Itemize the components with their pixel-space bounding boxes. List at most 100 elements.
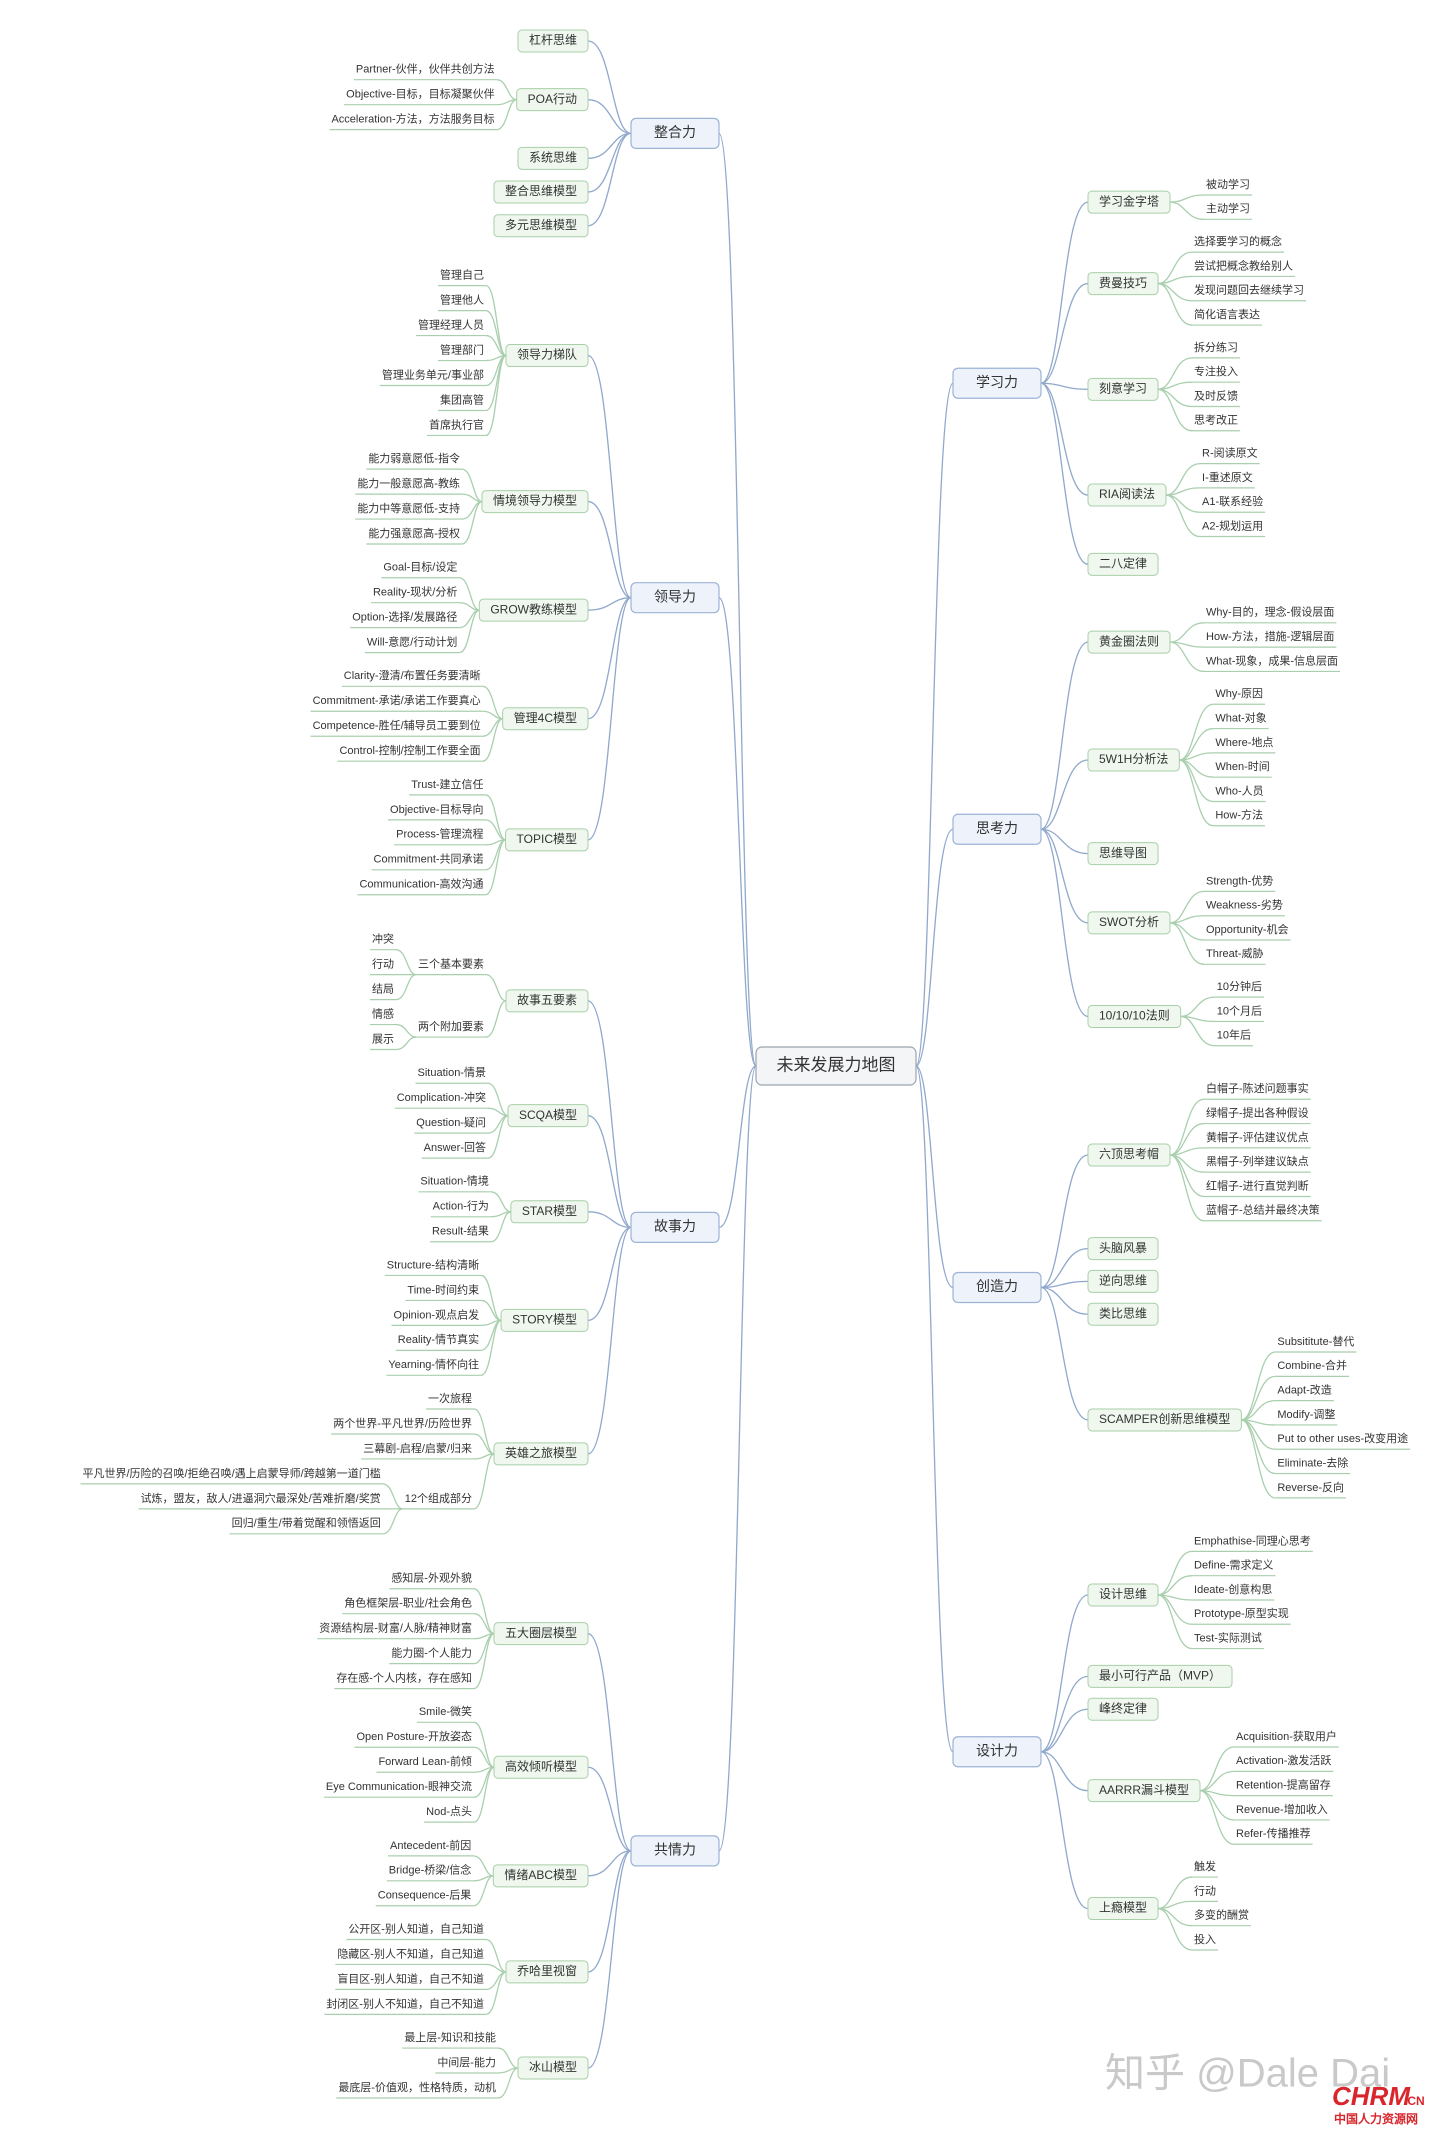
leaf-label: Situation-情景 (418, 1066, 486, 1079)
connector (485, 839, 506, 896)
topic-box (1087, 630, 1171, 654)
leaf-label: When-时间 (1215, 760, 1269, 773)
connector (473, 1433, 495, 1455)
leaf-label: Adapt-改造 (1277, 1383, 1331, 1397)
connector (1169, 1098, 1205, 1156)
branch-label: 领导力 (654, 588, 696, 604)
connector (1157, 1907, 1193, 1951)
connector (915, 1065, 954, 1753)
leaf-label: 蓝帽子-总结并最终决策 (1206, 1203, 1320, 1217)
connector (1180, 996, 1215, 1018)
connector (1241, 1400, 1276, 1421)
leaf-label: Define-需求定义 (1194, 1558, 1273, 1572)
leaf-label: Yearning-情怀向往 (388, 1357, 479, 1371)
leaf-label: 能力中等意愿低-支持 (357, 501, 460, 515)
connector (1040, 1286, 1089, 1315)
connector (1040, 1154, 1089, 1289)
connector (473, 1633, 495, 1690)
leaf-label: Goal-目标/设定 (383, 560, 457, 574)
connector (382, 1508, 403, 1535)
connector (1169, 1122, 1205, 1156)
connector (1179, 703, 1214, 761)
topic-box (1087, 911, 1171, 935)
topic-label: SCAMPER创新思维模型 (1099, 1411, 1230, 1426)
topic-box (1087, 1697, 1159, 1721)
connector (1040, 282, 1089, 384)
connector (1169, 201, 1205, 220)
topic-label: 思维导图 (1099, 846, 1147, 860)
connector (718, 132, 757, 1067)
connector (587, 597, 632, 611)
connector (480, 1274, 502, 1322)
topic-box (1087, 1408, 1242, 1432)
connector (473, 1453, 495, 1460)
leaf-label: Acquisition-获取用户 (1236, 1729, 1337, 1743)
leaf-label: Nod-点头 (426, 1805, 472, 1818)
leaf-label: 存在感-个人内核，存在感知 (336, 1671, 472, 1685)
topic-label: 费曼技巧 (1099, 276, 1147, 290)
leaf-label: Process-管理流程 (396, 827, 483, 841)
topic-box (1087, 1583, 1159, 1607)
connector (473, 1588, 495, 1635)
connector (1170, 194, 1205, 203)
branch-box (630, 1211, 720, 1243)
leaf-label: Forward Lean-前倾 (378, 1754, 472, 1768)
leaf-label: Revenue-增加收入 (1236, 1802, 1328, 1816)
topic-label: 黄金圈法则 (1099, 633, 1159, 648)
topic-box (1087, 1897, 1159, 1921)
leaf-label: 三个基本要素 (418, 957, 484, 971)
leaf-label: Prototype-原型实现 (1194, 1606, 1289, 1620)
leaf-label: 及时反馈 (1194, 389, 1238, 402)
leaf-label: Will-意愿/行动计划 (367, 635, 457, 649)
leaf-label: I-重述原文 (1202, 470, 1253, 484)
connector (915, 1065, 954, 1289)
connector (1169, 622, 1205, 643)
leaf-label: 试炼，盟友，敌人/进逼洞穴最深处/苦难折磨/奖赏 (141, 1491, 381, 1505)
connector (485, 1938, 507, 1973)
connector (587, 132, 632, 193)
branch-box (952, 367, 1042, 399)
leaf-label: Question-疑问 (416, 1116, 486, 1129)
leaf-label: Option-选择/发展路径 (352, 610, 457, 624)
leaf-label: 感知层-外观外貌 (391, 1571, 472, 1585)
leaf-label: Modify-调整 (1277, 1407, 1335, 1421)
connector (1157, 1876, 1193, 1910)
connector (1169, 890, 1205, 924)
topic-box (507, 1104, 589, 1128)
leaf-label: Competence-胜任/辅导员工要到位 (313, 718, 481, 732)
connector (587, 1226, 632, 1322)
leaf-label: 平凡世界/历险的召唤/拒绝召唤/遇上启蒙导师/跨越第一道门槛 (83, 1466, 381, 1480)
root-box (755, 1046, 917, 1086)
leaf-label: 行动 (1194, 1884, 1216, 1897)
leaf-label: 能力强意愿高-授权 (368, 526, 460, 540)
connector (473, 1453, 495, 1510)
branch-label: 整合力 (654, 124, 696, 140)
topic-label: 最小可行产品（MVP） (1099, 1669, 1221, 1683)
leaf-label: Reverse-反向 (1277, 1480, 1344, 1494)
leaf-label: 中间层-能力 (437, 2055, 496, 2069)
connector (473, 1746, 495, 1768)
topic-box (1087, 1302, 1159, 1326)
connector (459, 577, 480, 611)
connector (1157, 1575, 1193, 1596)
leaf-label: Strength-优势 (1206, 874, 1273, 887)
connector (497, 2067, 519, 2099)
watermark-brand-cn: 中国人力资源网 (1334, 2111, 1418, 2126)
topic-box (1087, 377, 1159, 401)
connector (473, 1875, 494, 1907)
branch-label: 共情力 (654, 1842, 696, 1858)
connector (485, 309, 507, 357)
topic-label: 杠杆思维 (529, 32, 577, 47)
connector (1165, 462, 1201, 496)
connector (1241, 1351, 1276, 1421)
topic-label: 二八定律 (1099, 556, 1147, 571)
root-title: 未来发展力地图 (777, 1055, 896, 1074)
connector (718, 597, 757, 1067)
topic-box (1087, 1779, 1201, 1803)
topic-box (1087, 190, 1171, 214)
topic-box (505, 989, 589, 1013)
connector (587, 1000, 632, 1229)
branch-label: 创造力 (976, 1278, 1018, 1294)
connector (587, 1115, 632, 1229)
connector (473, 1613, 495, 1635)
